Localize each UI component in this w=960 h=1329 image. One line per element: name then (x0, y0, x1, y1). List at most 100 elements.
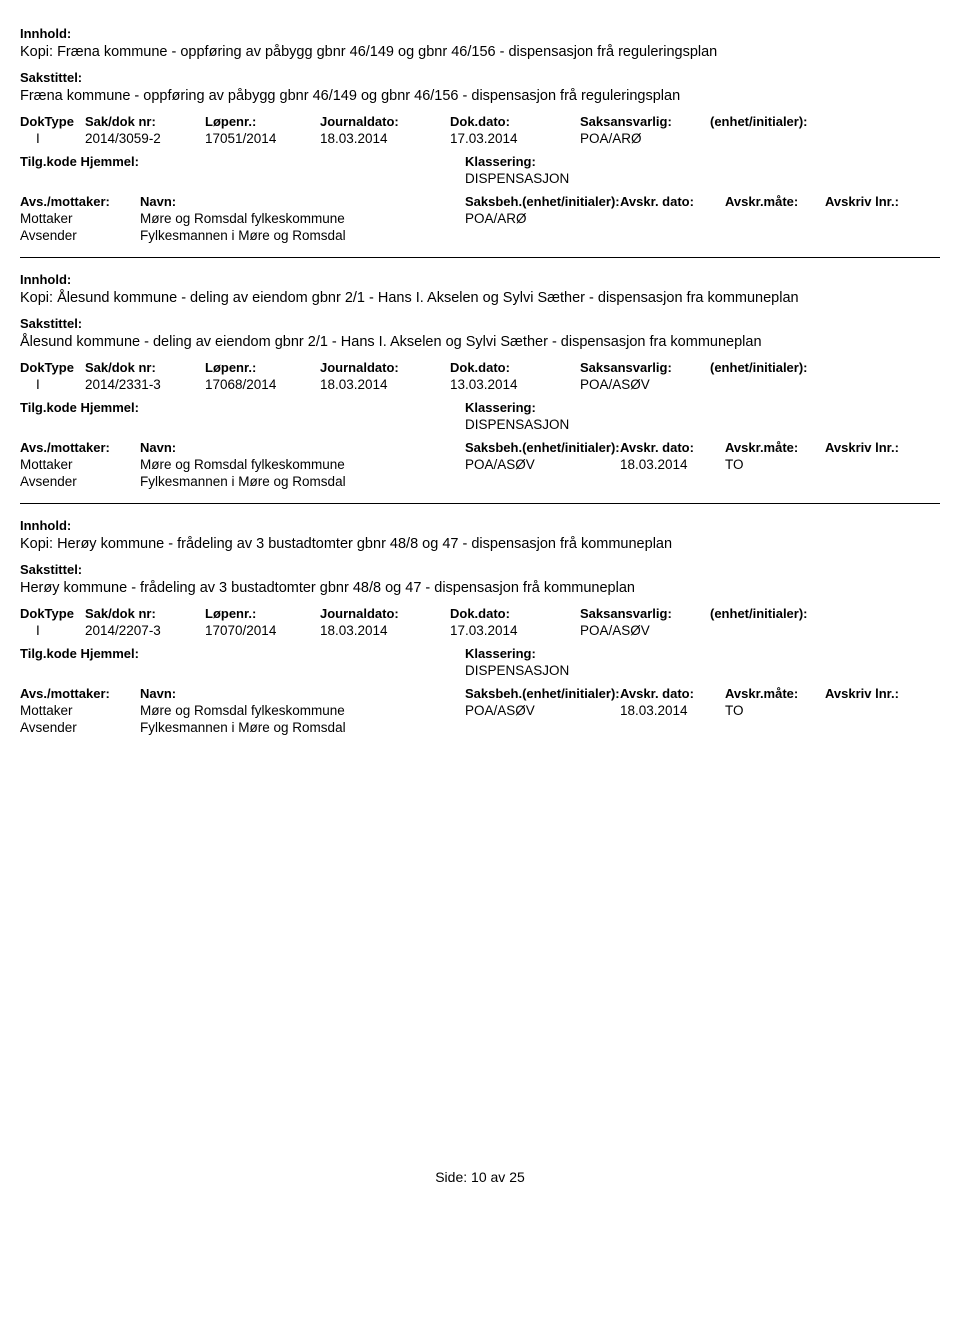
innhold-label: Innhold: (20, 272, 940, 287)
party-avskrmate: TO (725, 457, 825, 472)
hdr-enhet: (enhet/initialer): (710, 606, 850, 621)
party-header-row: Avs./mottaker: Navn: Saksbeh.(enhet/init… (20, 686, 940, 701)
party-row: Mottaker Møre og Romsdal fylkeskommune P… (20, 211, 940, 226)
party-row: Avsender Fylkesmannen i Møre og Romsdal (20, 228, 940, 243)
klassering-label: Klassering: (465, 154, 940, 169)
party-role: Avsender (20, 474, 140, 489)
hdr-saksbeh: Saksbeh.(enhet/initialer): (465, 686, 620, 701)
val-lopenr: 17070/2014 (205, 623, 320, 638)
doc-header-row: DokType Sak/dok nr: Løpenr.: Journaldato… (20, 360, 940, 375)
hdr-journaldato: Journaldato: (320, 606, 450, 621)
hdr-enhet: (enhet/initialer): (710, 114, 850, 129)
footer-page-total: 25 (509, 1169, 525, 1185)
party-name: Møre og Romsdal fylkeskommune (140, 211, 465, 226)
party-name: Fylkesmannen i Møre og Romsdal (140, 720, 465, 735)
hdr-avskrmate: Avskr.måte: (725, 440, 825, 455)
hdr-avskrmate: Avskr.måte: (725, 194, 825, 209)
hdr-lopenr: Løpenr.: (205, 360, 320, 375)
party-avskrdato (620, 211, 725, 226)
hdr-saksbeh: Saksbeh.(enhet/initialer): (465, 194, 620, 209)
innhold-text: Kopi: Fræna kommune - oppføring av påbyg… (20, 44, 940, 60)
hdr-saksbeh: Saksbeh.(enhet/initialer): (465, 440, 620, 455)
party-role: Avsender (20, 228, 140, 243)
val-lopenr: 17068/2014 (205, 377, 320, 392)
hdr-sakdok: Sak/dok nr: (85, 606, 205, 621)
val-journaldato: 18.03.2014 (320, 131, 450, 146)
journal-record: Innhold: Kopi: Herøy kommune - frådeling… (20, 518, 940, 749)
footer-av-label: av (491, 1169, 506, 1185)
party-saksbeh: POA/ASØV (465, 457, 620, 472)
sakstittel-text: Fræna kommune - oppføring av påbygg gbnr… (20, 88, 940, 104)
tilgkode-hjemmel-label: Tilg.kode Hjemmel: (20, 154, 465, 169)
hdr-avskrdato: Avskr. dato: (620, 194, 725, 209)
footer-page-current: 10 (471, 1169, 487, 1185)
hdr-doktype: DokType (20, 360, 85, 375)
val-enhet (710, 623, 850, 638)
klassering-value: DISPENSASJON (465, 417, 940, 432)
val-sakdok: 2014/2331-3 (85, 377, 205, 392)
val-saksansvarlig: POA/ASØV (580, 623, 710, 638)
page-footer: Side: 10 av 25 (20, 1169, 940, 1185)
hjemmel-klass-header: Tilg.kode Hjemmel: Klassering: (20, 154, 940, 169)
hdr-sakdok: Sak/dok nr: (85, 114, 205, 129)
party-avskrmate (725, 211, 825, 226)
party-header-row: Avs./mottaker: Navn: Saksbeh.(enhet/init… (20, 440, 940, 455)
party-role: Avsender (20, 720, 140, 735)
party-name: Møre og Romsdal fylkeskommune (140, 703, 465, 718)
innhold-label: Innhold: (20, 518, 940, 533)
val-sakdok: 2014/2207-3 (85, 623, 205, 638)
sakstittel-text: Ålesund kommune - deling av eiendom gbnr… (20, 334, 940, 350)
val-lopenr: 17051/2014 (205, 131, 320, 146)
val-enhet (710, 377, 850, 392)
tilgkode-hjemmel-label: Tilg.kode Hjemmel: (20, 400, 465, 415)
klassering-label: Klassering: (465, 646, 940, 661)
journal-record: Innhold: Kopi: Ålesund kommune - deling … (20, 272, 940, 504)
val-saksansvarlig: POA/ASØV (580, 377, 710, 392)
klassering-value: DISPENSASJON (465, 663, 940, 678)
sakstittel-label: Sakstittel: (20, 316, 940, 331)
hdr-dokdato: Dok.dato: (450, 360, 580, 375)
party-role: Mottaker (20, 703, 140, 718)
doc-header-row: DokType Sak/dok nr: Løpenr.: Journaldato… (20, 606, 940, 621)
party-name: Fylkesmannen i Møre og Romsdal (140, 474, 465, 489)
hdr-doktype: DokType (20, 114, 85, 129)
innhold-label: Innhold: (20, 26, 940, 41)
party-name: Møre og Romsdal fylkeskommune (140, 457, 465, 472)
hdr-dokdato: Dok.dato: (450, 606, 580, 621)
party-avskrdato (620, 720, 725, 735)
val-sakdok: 2014/3059-2 (85, 131, 205, 146)
party-avskrmate (725, 228, 825, 243)
party-avskrmate: TO (725, 703, 825, 718)
klassering-value: DISPENSASJON (465, 171, 940, 186)
val-journaldato: 18.03.2014 (320, 377, 450, 392)
hdr-enhet: (enhet/initialer): (710, 360, 850, 375)
hdr-avskrdato: Avskr. dato: (620, 686, 725, 701)
doc-value-row: I 2014/3059-2 17051/2014 18.03.2014 17.0… (20, 131, 940, 146)
hdr-lopenr: Løpenr.: (205, 606, 320, 621)
val-doktype: I (20, 623, 85, 638)
party-row: Avsender Fylkesmannen i Møre og Romsdal (20, 474, 940, 489)
val-dokdato: 13.03.2014 (450, 377, 580, 392)
hdr-avsmottaker: Avs./mottaker: (20, 194, 140, 209)
hdr-lopenr: Løpenr.: (205, 114, 320, 129)
party-avskrdato: 18.03.2014 (620, 703, 725, 718)
hjemmel-klass-header: Tilg.kode Hjemmel: Klassering: (20, 400, 940, 415)
hdr-sakdok: Sak/dok nr: (85, 360, 205, 375)
klassering-label: Klassering: (465, 400, 940, 415)
doc-value-row: I 2014/2207-3 17070/2014 18.03.2014 17.0… (20, 623, 940, 638)
party-role: Mottaker (20, 211, 140, 226)
val-saksansvarlig: POA/ARØ (580, 131, 710, 146)
val-dokdato: 17.03.2014 (450, 623, 580, 638)
hjemmel-klass-header: Tilg.kode Hjemmel: Klassering: (20, 646, 940, 661)
doc-value-row: I 2014/2331-3 17068/2014 18.03.2014 13.0… (20, 377, 940, 392)
hdr-dokdato: Dok.dato: (450, 114, 580, 129)
hdr-journaldato: Journaldato: (320, 360, 450, 375)
party-avskrdato (620, 228, 725, 243)
party-name: Fylkesmannen i Møre og Romsdal (140, 228, 465, 243)
hdr-saksansvarlig: Saksansvarlig: (580, 114, 710, 129)
sakstittel-text: Herøy kommune - frådeling av 3 bustadtom… (20, 580, 940, 596)
party-avskrmate (725, 474, 825, 489)
val-enhet (710, 131, 850, 146)
party-avskrdato: 18.03.2014 (620, 457, 725, 472)
party-saksbeh: POA/ARØ (465, 211, 620, 226)
